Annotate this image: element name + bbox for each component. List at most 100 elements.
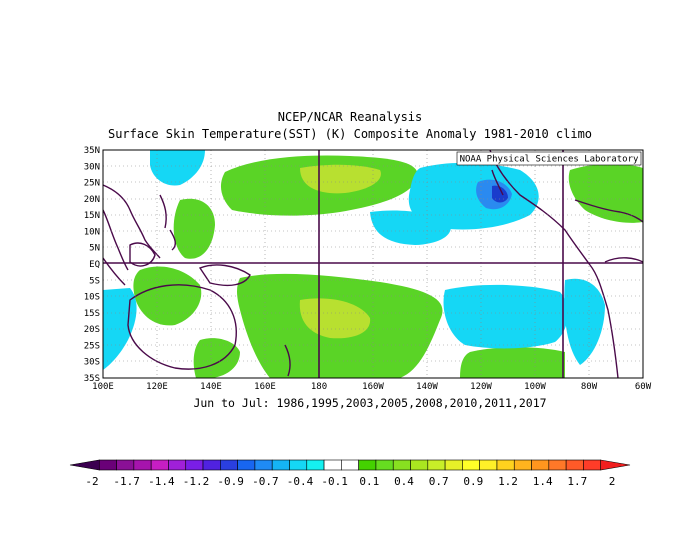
colorbar-tick-label: -1.2 bbox=[183, 475, 210, 488]
lat-label: 5S bbox=[89, 276, 100, 286]
colorbar-cell bbox=[254, 459, 273, 471]
cool-anomaly-south-east-pacific bbox=[443, 284, 568, 349]
colorbar-cell bbox=[323, 459, 342, 471]
colorbar-cell bbox=[531, 459, 550, 471]
lon-label: 100W bbox=[524, 382, 546, 392]
composite-years-caption: Jun to Jul: 1986,1995,2003,2005,2008,201… bbox=[193, 396, 547, 410]
longitude-labels: 100E 120E 140E 160E 180 160W 140W 120W 100W 80W 60… bbox=[92, 382, 652, 392]
lat-label: 5N bbox=[89, 244, 100, 254]
colorbar-cell bbox=[548, 459, 567, 471]
lon-label: 120W bbox=[470, 382, 492, 392]
map-frame bbox=[102, 149, 644, 379]
cool-anomaly-peru bbox=[564, 278, 605, 365]
lon-label: 100E bbox=[92, 382, 114, 392]
credit-text: NOAA Physical Sciences Laboratory bbox=[460, 155, 639, 165]
colorbar-cell bbox=[185, 459, 204, 471]
colorbar-cell bbox=[392, 459, 411, 471]
colorbar-cell bbox=[496, 459, 515, 471]
colorbar-cell bbox=[427, 459, 446, 471]
colorbar-tick-label: 0.4 bbox=[394, 475, 414, 488]
coast-south-america bbox=[589, 257, 643, 378]
colorbar-cell bbox=[69, 459, 100, 471]
colorbar-cell bbox=[168, 459, 187, 471]
colorbar-cell bbox=[202, 459, 221, 471]
colorbar-cell bbox=[358, 459, 377, 471]
colorbar-tick-label: 1.7 bbox=[567, 475, 587, 488]
lat-label: 30S bbox=[84, 358, 100, 368]
map-subtitle-variable: Surface Skin Temperature(SST) (K) Compos… bbox=[107, 127, 593, 141]
colorbar-cell bbox=[583, 459, 602, 471]
lat-label: 15S bbox=[84, 309, 100, 319]
reference-lines bbox=[103, 150, 643, 378]
lon-label: 80W bbox=[581, 382, 598, 392]
colorbar-cell bbox=[306, 459, 325, 471]
cool-anomaly-west-pacific-north bbox=[150, 150, 205, 186]
warm-anomaly-tasman bbox=[193, 338, 240, 378]
coast-new-zealand bbox=[284, 344, 291, 377]
latitude-labels: 35N 30N 25N 20N 15N 10N 5N EQ 5S 10S 15S 20S 25S 30S 3… bbox=[84, 146, 100, 384]
lon-label: 180 bbox=[311, 382, 327, 392]
lat-label: 20S bbox=[84, 325, 100, 335]
coast-mexico bbox=[489, 150, 591, 266]
warm-anomaly-west-pacific bbox=[173, 198, 215, 259]
coast-caribbean bbox=[574, 199, 643, 223]
colorbar-labels: -2 -1.7 -1.4 -1.2 -0.9 -0.7 -0.4 -0.1 0.1 0.4 0.7 0… bbox=[85, 475, 615, 488]
map-title: NCEP/NCAR Reanalysis bbox=[277, 110, 423, 124]
colorbar-cell bbox=[565, 459, 584, 471]
coast-sumatra bbox=[103, 257, 126, 286]
colorbar-tick-label: 1.4 bbox=[533, 475, 553, 488]
lat-label: 30N bbox=[84, 162, 100, 172]
colorbar-tick-label: 1.2 bbox=[498, 475, 518, 488]
lat-label: EQ bbox=[89, 260, 100, 270]
lon-label: 160W bbox=[362, 382, 384, 392]
warm-anomaly-south-pacific-core bbox=[299, 298, 371, 339]
lat-label: 20N bbox=[84, 195, 100, 205]
lat-label: 10N bbox=[84, 227, 100, 237]
colorbar-cell bbox=[479, 459, 498, 471]
lat-label: 35N bbox=[84, 146, 100, 156]
colorbar-cells bbox=[69, 459, 631, 471]
colorbar-cell bbox=[444, 459, 463, 471]
lat-label: 10S bbox=[84, 293, 100, 303]
lat-label: 25S bbox=[84, 341, 100, 351]
colorbar-cell bbox=[98, 459, 117, 471]
colorbar-cell bbox=[341, 459, 359, 471]
coast-asia bbox=[103, 184, 161, 259]
lon-label: 120E bbox=[146, 382, 168, 392]
coast-indochina bbox=[103, 209, 129, 271]
colorbar-tick-label: -1.7 bbox=[113, 475, 140, 488]
colorbar-tick-label: 2 bbox=[609, 475, 616, 488]
coast-baja bbox=[491, 169, 504, 196]
colorbar-tick-label: -0.7 bbox=[252, 475, 279, 488]
colorbar-cell bbox=[289, 459, 308, 471]
colorbar-cell bbox=[150, 459, 169, 471]
lon-label: 60W bbox=[635, 382, 652, 392]
lat-label: 15N bbox=[84, 211, 100, 221]
colorbar-tick-label: 0.7 bbox=[429, 475, 449, 488]
warm-anomaly-north-pacific-core bbox=[300, 164, 381, 194]
colorbar-cell bbox=[237, 459, 256, 471]
colorbar-cell bbox=[462, 459, 480, 471]
colorbar-cell bbox=[133, 459, 152, 471]
colorbar-cell bbox=[513, 459, 532, 471]
colorbar-cell bbox=[410, 459, 429, 471]
coast-philippines bbox=[159, 194, 177, 251]
colorbar-cell bbox=[600, 459, 631, 471]
colorbar-cell bbox=[271, 459, 290, 471]
cool-anomaly-central-pacific bbox=[370, 210, 451, 245]
lon-label: 140W bbox=[416, 382, 438, 392]
colorbar-tick-label: -0.9 bbox=[217, 475, 244, 488]
colorbar-tick-label: -0.4 bbox=[287, 475, 314, 488]
colorbar-tick-label: 0.1 bbox=[359, 475, 379, 488]
colorbar-cell bbox=[375, 459, 394, 471]
warm-anomaly-southeast-pacific bbox=[460, 347, 565, 378]
colorbar-tick-label: -1.4 bbox=[148, 475, 175, 488]
credit-box bbox=[456, 151, 642, 166]
colorbar-cell bbox=[220, 459, 238, 471]
lat-label: 35S bbox=[84, 374, 100, 384]
colorbar-tick-label: -2 bbox=[85, 475, 98, 488]
coastlines bbox=[103, 150, 643, 378]
